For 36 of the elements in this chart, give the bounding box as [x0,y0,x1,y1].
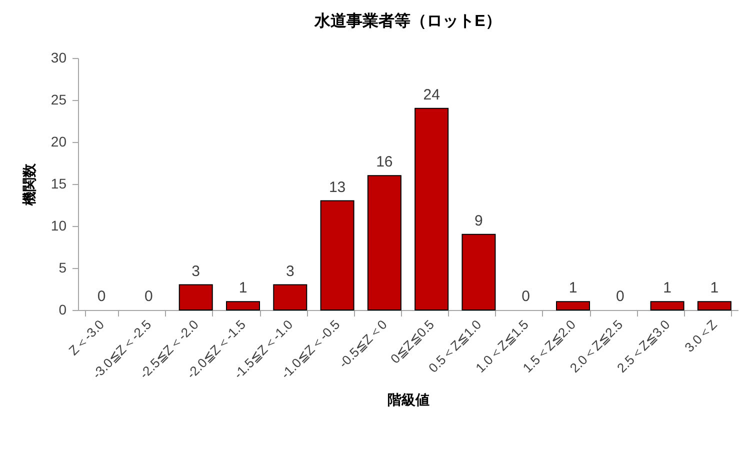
bar [320,200,354,310]
x-tick-label: 3.0＜Z [682,316,720,356]
data-label: 16 [376,154,393,171]
data-label: 24 [423,86,440,104]
bar [178,284,213,310]
bar [414,108,449,310]
bar [650,301,684,310]
y-axis-title: 機関数 [20,162,37,206]
x-axis-title: 階級値 [388,392,430,408]
bar [697,301,732,310]
data-label: 0 [616,288,624,305]
bar [273,284,308,310]
data-label: 1 [710,280,719,297]
y-tick-label: 30 [50,50,67,66]
bar [556,301,590,310]
data-label: 1 [568,280,578,297]
y-tick-label: 0 [58,302,67,318]
data-label: 9 [474,212,483,230]
bar [367,175,402,310]
y-tick-label: 15 [50,176,67,192]
data-label: 13 [328,178,346,196]
data-label: 3 [192,262,200,280]
y-tick-label: 20 [50,134,67,150]
y-tick-label: 10 [50,218,67,234]
data-label: 0 [97,288,106,305]
x-tick-label: Z＜-3.0 [66,316,108,358]
bar [226,301,260,310]
y-tick-label: 5 [58,260,67,276]
data-label: 3 [286,262,294,280]
bar [462,234,496,310]
data-label: 0 [522,288,530,305]
data-label: 1 [663,280,672,297]
y-tick-label: 25 [50,92,67,108]
data-label: 0 [144,288,153,305]
data-label: 1 [238,280,248,297]
chart-title: 水道事業者等（ロットE） [314,12,502,30]
